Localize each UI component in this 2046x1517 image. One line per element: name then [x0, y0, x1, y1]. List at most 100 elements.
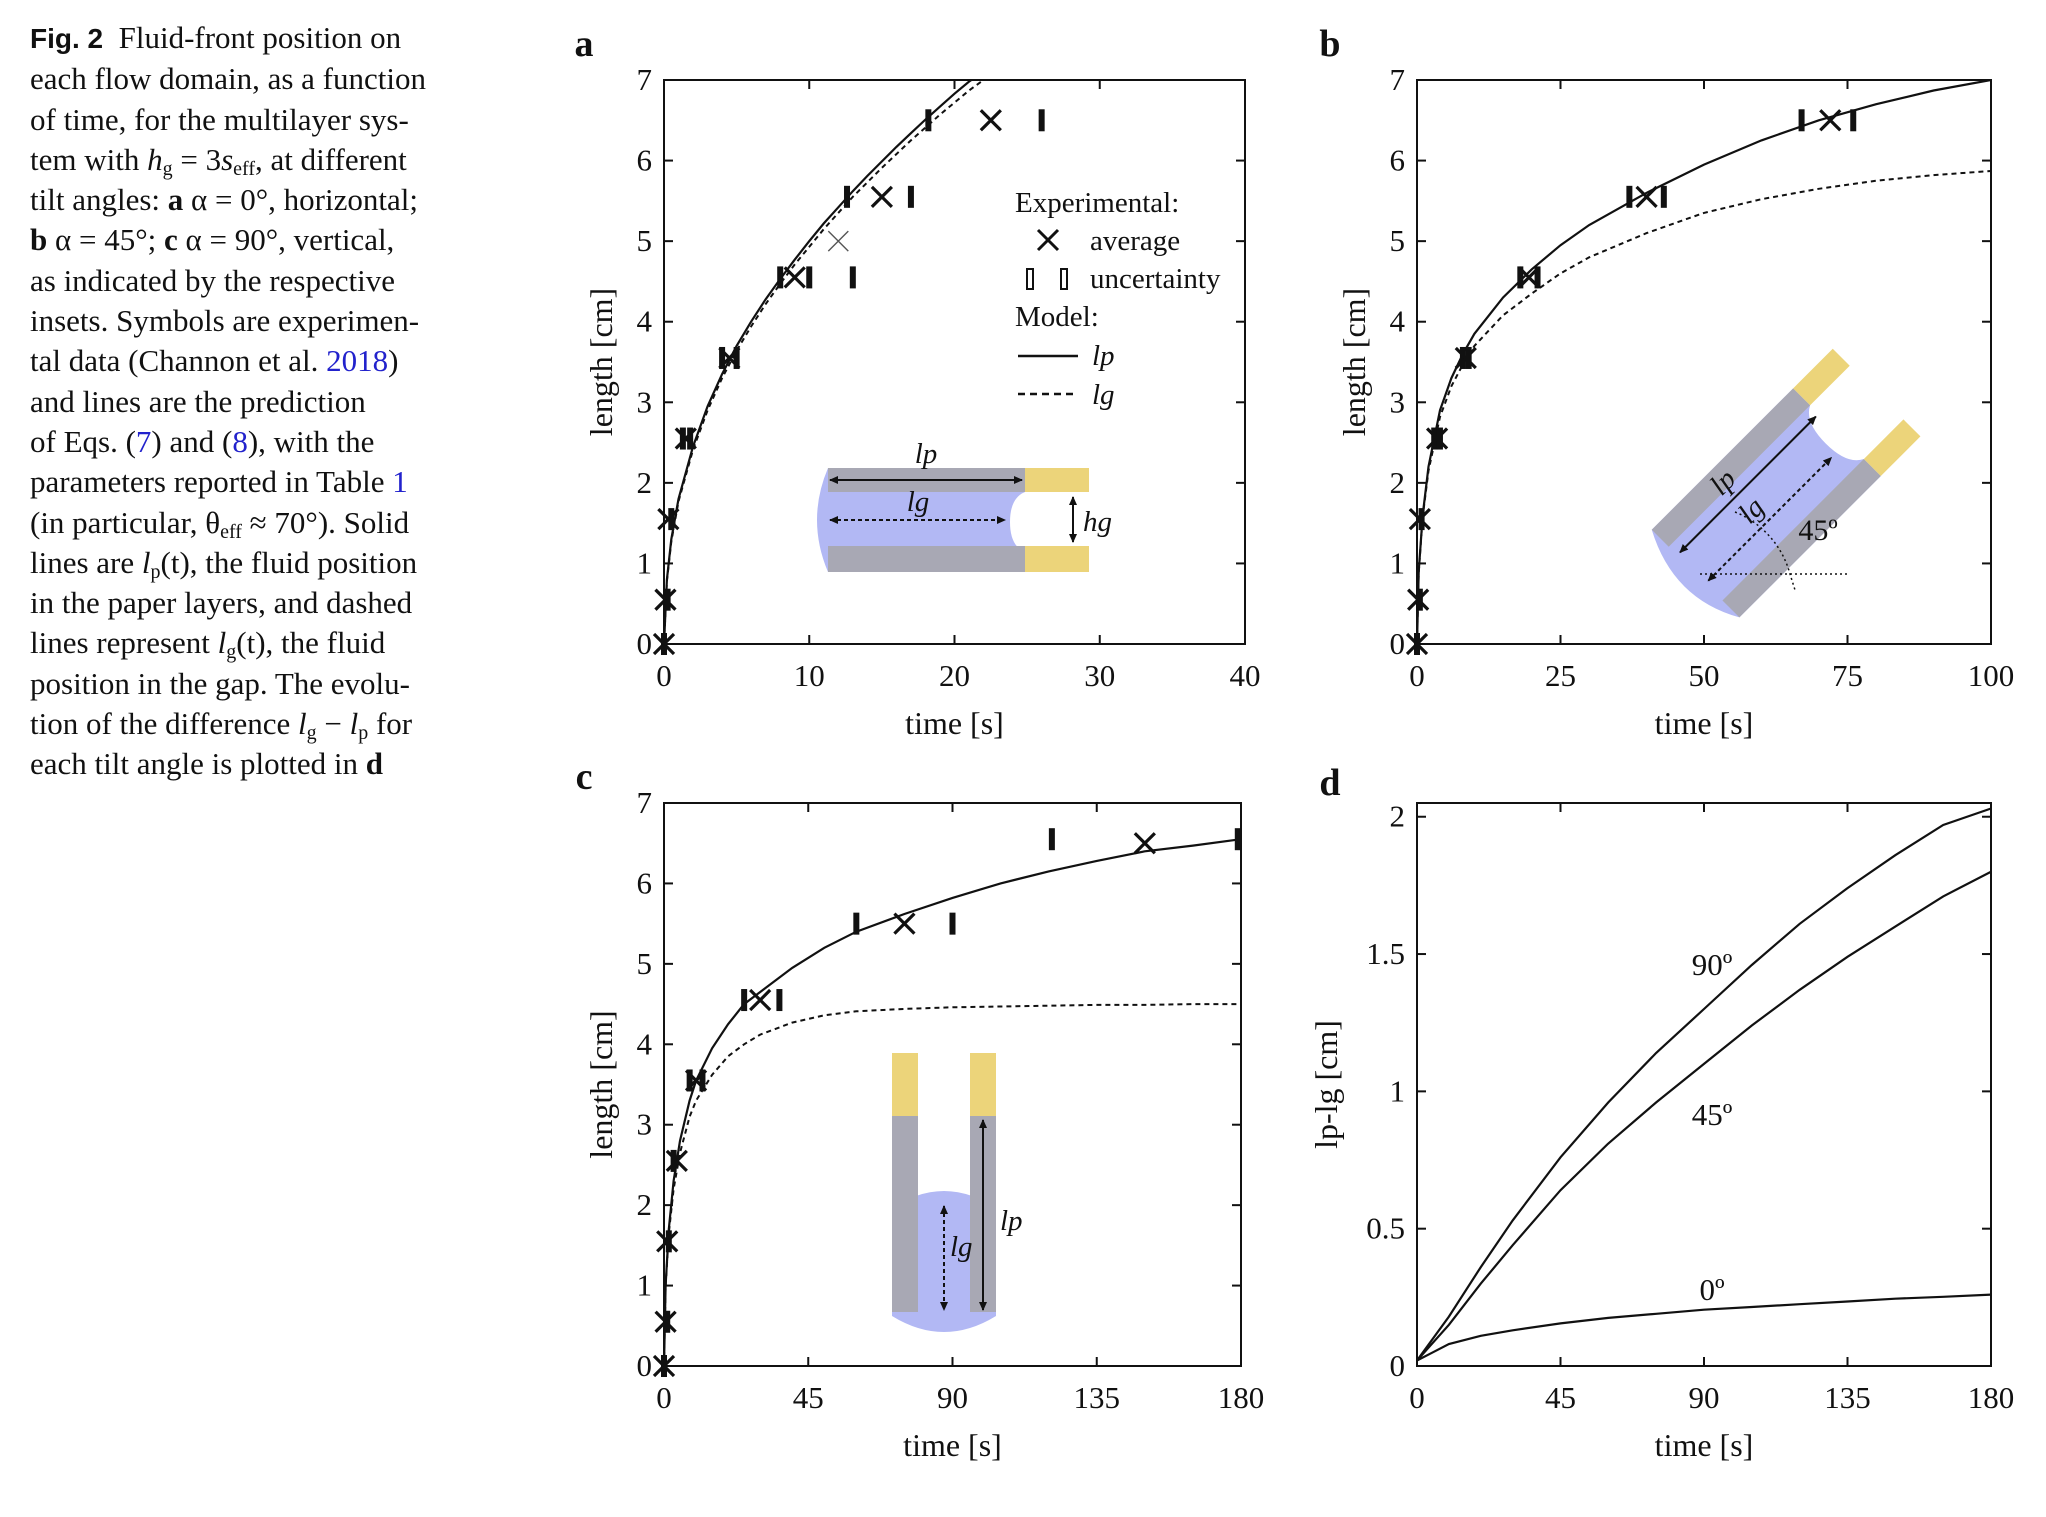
average-marker [652, 1354, 676, 1378]
average-marker [870, 185, 894, 208]
y-tick-label: 5 [1390, 223, 1406, 258]
y-tick-label: 0 [637, 1348, 653, 1383]
caption-text: tal data (Channon et al. [30, 343, 327, 379]
figure-caption: Fig. 2 Fluid-front position on each flow… [30, 18, 475, 785]
y-tick-label: 7 [637, 785, 653, 820]
y-tick-label: 6 [1390, 143, 1406, 178]
x-tick-label: 0 [1409, 658, 1425, 693]
uncertainty-marker [1048, 828, 1055, 851]
x-axis-label: time [s] [1655, 705, 1754, 741]
caption-line: Fluid-front position on [118, 20, 402, 55]
average-marker [684, 1069, 708, 1092]
caption-panel-ref: c [163, 222, 178, 258]
uncertainty-marker [1038, 109, 1045, 132]
caption-text: (t), the fluid position [160, 544, 418, 580]
uncertainty-marker [1436, 427, 1443, 450]
y-axis-label: length [cm] [583, 288, 619, 436]
average-marker [1635, 185, 1658, 208]
uncertainty-marker [776, 989, 783, 1012]
average-marker [665, 1149, 688, 1173]
panel-letter: d [1319, 762, 1340, 804]
series-line-0º [1417, 1293, 1991, 1362]
inset-a-horizontal: lp lg hg [817, 438, 1112, 572]
caption-subscript: p [358, 722, 369, 745]
caption-subscript: eff [233, 157, 256, 180]
citation-link[interactable]: 2018 [326, 343, 389, 379]
equation-link[interactable]: 7 [135, 423, 152, 459]
series-line-90º [1417, 807, 1991, 1362]
uncertainty-marker [1465, 346, 1472, 369]
panel-letter: b [1319, 23, 1340, 65]
table-link[interactable]: 1 [392, 464, 408, 500]
panel-letter: c [576, 756, 593, 798]
x-tick-label: 135 [1074, 1380, 1121, 1415]
uncertainty-marker [806, 266, 813, 289]
caption-subscript: g [162, 157, 173, 180]
curve-label: 0º [1699, 1272, 1725, 1307]
uncertainty-marker [907, 185, 914, 208]
uncertainty-marker [1534, 266, 1541, 289]
gap-empty [916, 1116, 972, 1196]
caption-subscript: p [150, 560, 161, 583]
caption-label: Fig. 2 [30, 23, 104, 54]
caption-panel-ref: a [167, 182, 184, 218]
y-tick-label: 2 [1390, 465, 1406, 500]
caption-symbol: h [147, 141, 163, 177]
caption-text: of Eqs. ( [30, 423, 136, 459]
uncertainty-marker [686, 1069, 693, 1092]
caption-line: of time, for the multilayer sys- [30, 101, 409, 137]
panel-letter: a [575, 23, 594, 65]
x-tick-label: 30 [1084, 658, 1115, 693]
uncertainty-marker [844, 185, 851, 208]
caption-line: and lines are the prediction [30, 383, 366, 419]
x-axis-label: time [s] [905, 705, 1004, 741]
x-tick-label: 180 [1968, 1380, 2015, 1415]
legend-lg-label: lg [1092, 379, 1115, 411]
y-tick-label: 1 [637, 545, 653, 580]
average-marker [1454, 346, 1477, 370]
reservoir-right [970, 1053, 996, 1116]
caption-line: each flow domain, as a function [30, 61, 426, 97]
average-marker [1517, 266, 1541, 289]
uncertainty-marker [1517, 266, 1524, 289]
uncertainty-marker [1459, 346, 1466, 369]
x-tick-label: 50 [1689, 658, 1720, 693]
average-marker [783, 266, 806, 289]
inset-lg-label: lg [907, 486, 930, 518]
x-tick-label: 135 [1824, 1380, 1871, 1415]
uncertainty-marker [670, 1149, 677, 1172]
y-tick-label: 1.5 [1366, 936, 1405, 971]
y-tick-label: 3 [637, 384, 653, 419]
y-tick-label: 1 [1390, 545, 1406, 580]
uncertainty-marker [1660, 185, 1667, 208]
y-tick-label: 5 [637, 223, 653, 258]
reservoir-top [1793, 348, 1850, 406]
paper-layer-bottom [828, 546, 1025, 572]
uncertainty-marker [679, 427, 686, 450]
series-group [1417, 80, 1991, 644]
caption-text: α = 45°; [47, 222, 164, 258]
y-tick-label: 2 [637, 1187, 653, 1222]
caption-line: in the paper layers, and dashed [30, 585, 413, 621]
uncertainty-marker [949, 912, 956, 935]
legend-title-experimental: Experimental: [1015, 187, 1179, 219]
caption-text: ) and ( [151, 423, 233, 459]
caption-text: (t), the fluid [236, 625, 386, 661]
y-tick-label: 3 [637, 1107, 653, 1142]
caption-text: − [316, 706, 350, 742]
inset-angle-label: 45º [1798, 514, 1837, 547]
uncertainty-marker [1850, 109, 1857, 132]
y-tick-label: 4 [1390, 304, 1406, 339]
uncertainty-marker [1431, 427, 1438, 450]
panel-a: a 0 10 20 30 40 0 1 2 3 4 5 6 7 time [s] length [cm] [575, 23, 1261, 741]
average-marker [893, 912, 916, 935]
curve-label: 45º [1692, 1097, 1733, 1132]
equation-link[interactable]: 8 [232, 423, 248, 459]
uncertainty-marker [741, 989, 748, 1012]
paper-layer-left [892, 1116, 918, 1312]
average-marker [657, 507, 680, 531]
caption-text: parameters reported in Table [30, 464, 393, 500]
